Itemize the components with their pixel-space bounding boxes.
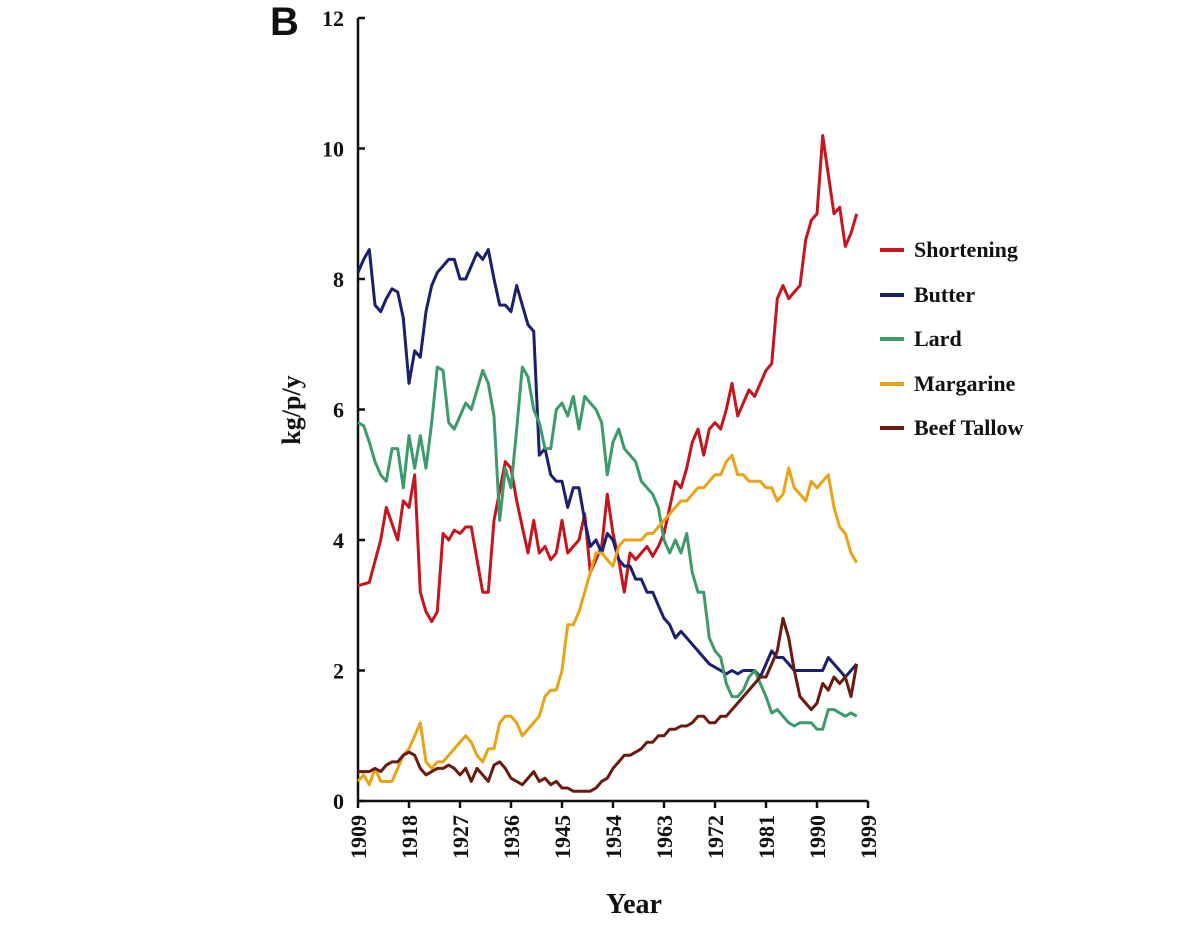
x-tick-label: 1981 bbox=[754, 815, 779, 859]
legend-item: Lard bbox=[880, 317, 1023, 362]
panel-label: B bbox=[270, 0, 299, 44]
y-tick-label: 2 bbox=[333, 659, 344, 684]
y-tick-label: 12 bbox=[322, 6, 344, 31]
x-tick-label: 1927 bbox=[448, 815, 473, 859]
y-axis-label: kg/p/y bbox=[277, 375, 306, 444]
legend-label: Lard bbox=[914, 326, 962, 352]
x-tick-label: 1990 bbox=[805, 815, 830, 859]
series-line-lard bbox=[357, 365, 858, 731]
x-tick-label: 1963 bbox=[652, 815, 677, 859]
legend-swatch bbox=[880, 381, 904, 386]
legend-item: Beef Tallow bbox=[880, 406, 1023, 451]
x-axis-label: Year bbox=[606, 889, 662, 920]
chart-legend: Shortening Butter Lard Margarine Beef Tallow bbox=[880, 228, 1023, 451]
chart-series bbox=[356, 134, 859, 793]
legend-swatch bbox=[880, 337, 904, 342]
legend-item: Shortening bbox=[880, 228, 1023, 273]
series-line-butter bbox=[356, 248, 858, 679]
legend-item: Margarine bbox=[880, 362, 1023, 407]
x-tick-label: 1909 bbox=[346, 815, 371, 859]
y-tick-label: 10 bbox=[322, 137, 344, 162]
x-tick-label: 1972 bbox=[703, 815, 728, 859]
x-tick-label: 1918 bbox=[397, 815, 422, 859]
legend-swatch bbox=[880, 248, 904, 253]
y-tick-label: 8 bbox=[333, 267, 344, 292]
x-tick-label: 1945 bbox=[550, 815, 575, 859]
y-tick-label: 0 bbox=[333, 789, 344, 814]
y-tick-label: 6 bbox=[333, 398, 344, 423]
legend-item: Butter bbox=[880, 273, 1023, 318]
x-tick-label: 1936 bbox=[499, 815, 524, 859]
legend-label: Beef Tallow bbox=[914, 415, 1024, 441]
legend-label: Shortening bbox=[914, 237, 1018, 263]
y-tick-label: 4 bbox=[333, 528, 344, 553]
x-tick-label: 1954 bbox=[601, 815, 626, 859]
series-line-shortening bbox=[357, 134, 859, 624]
series-line-beef-tallow bbox=[358, 616, 859, 793]
legend-label: Margarine bbox=[914, 370, 1016, 396]
legend-swatch bbox=[880, 426, 904, 431]
chart-axes: 0 2 4 6 8 10 12 1909 1918 1927 1936 1945 1954 1963 197… bbox=[322, 6, 881, 859]
legend-swatch bbox=[880, 292, 904, 297]
series-line-margarine bbox=[356, 453, 858, 787]
x-tick-label: 1999 bbox=[856, 815, 881, 859]
legend-label: Butter bbox=[914, 281, 976, 307]
